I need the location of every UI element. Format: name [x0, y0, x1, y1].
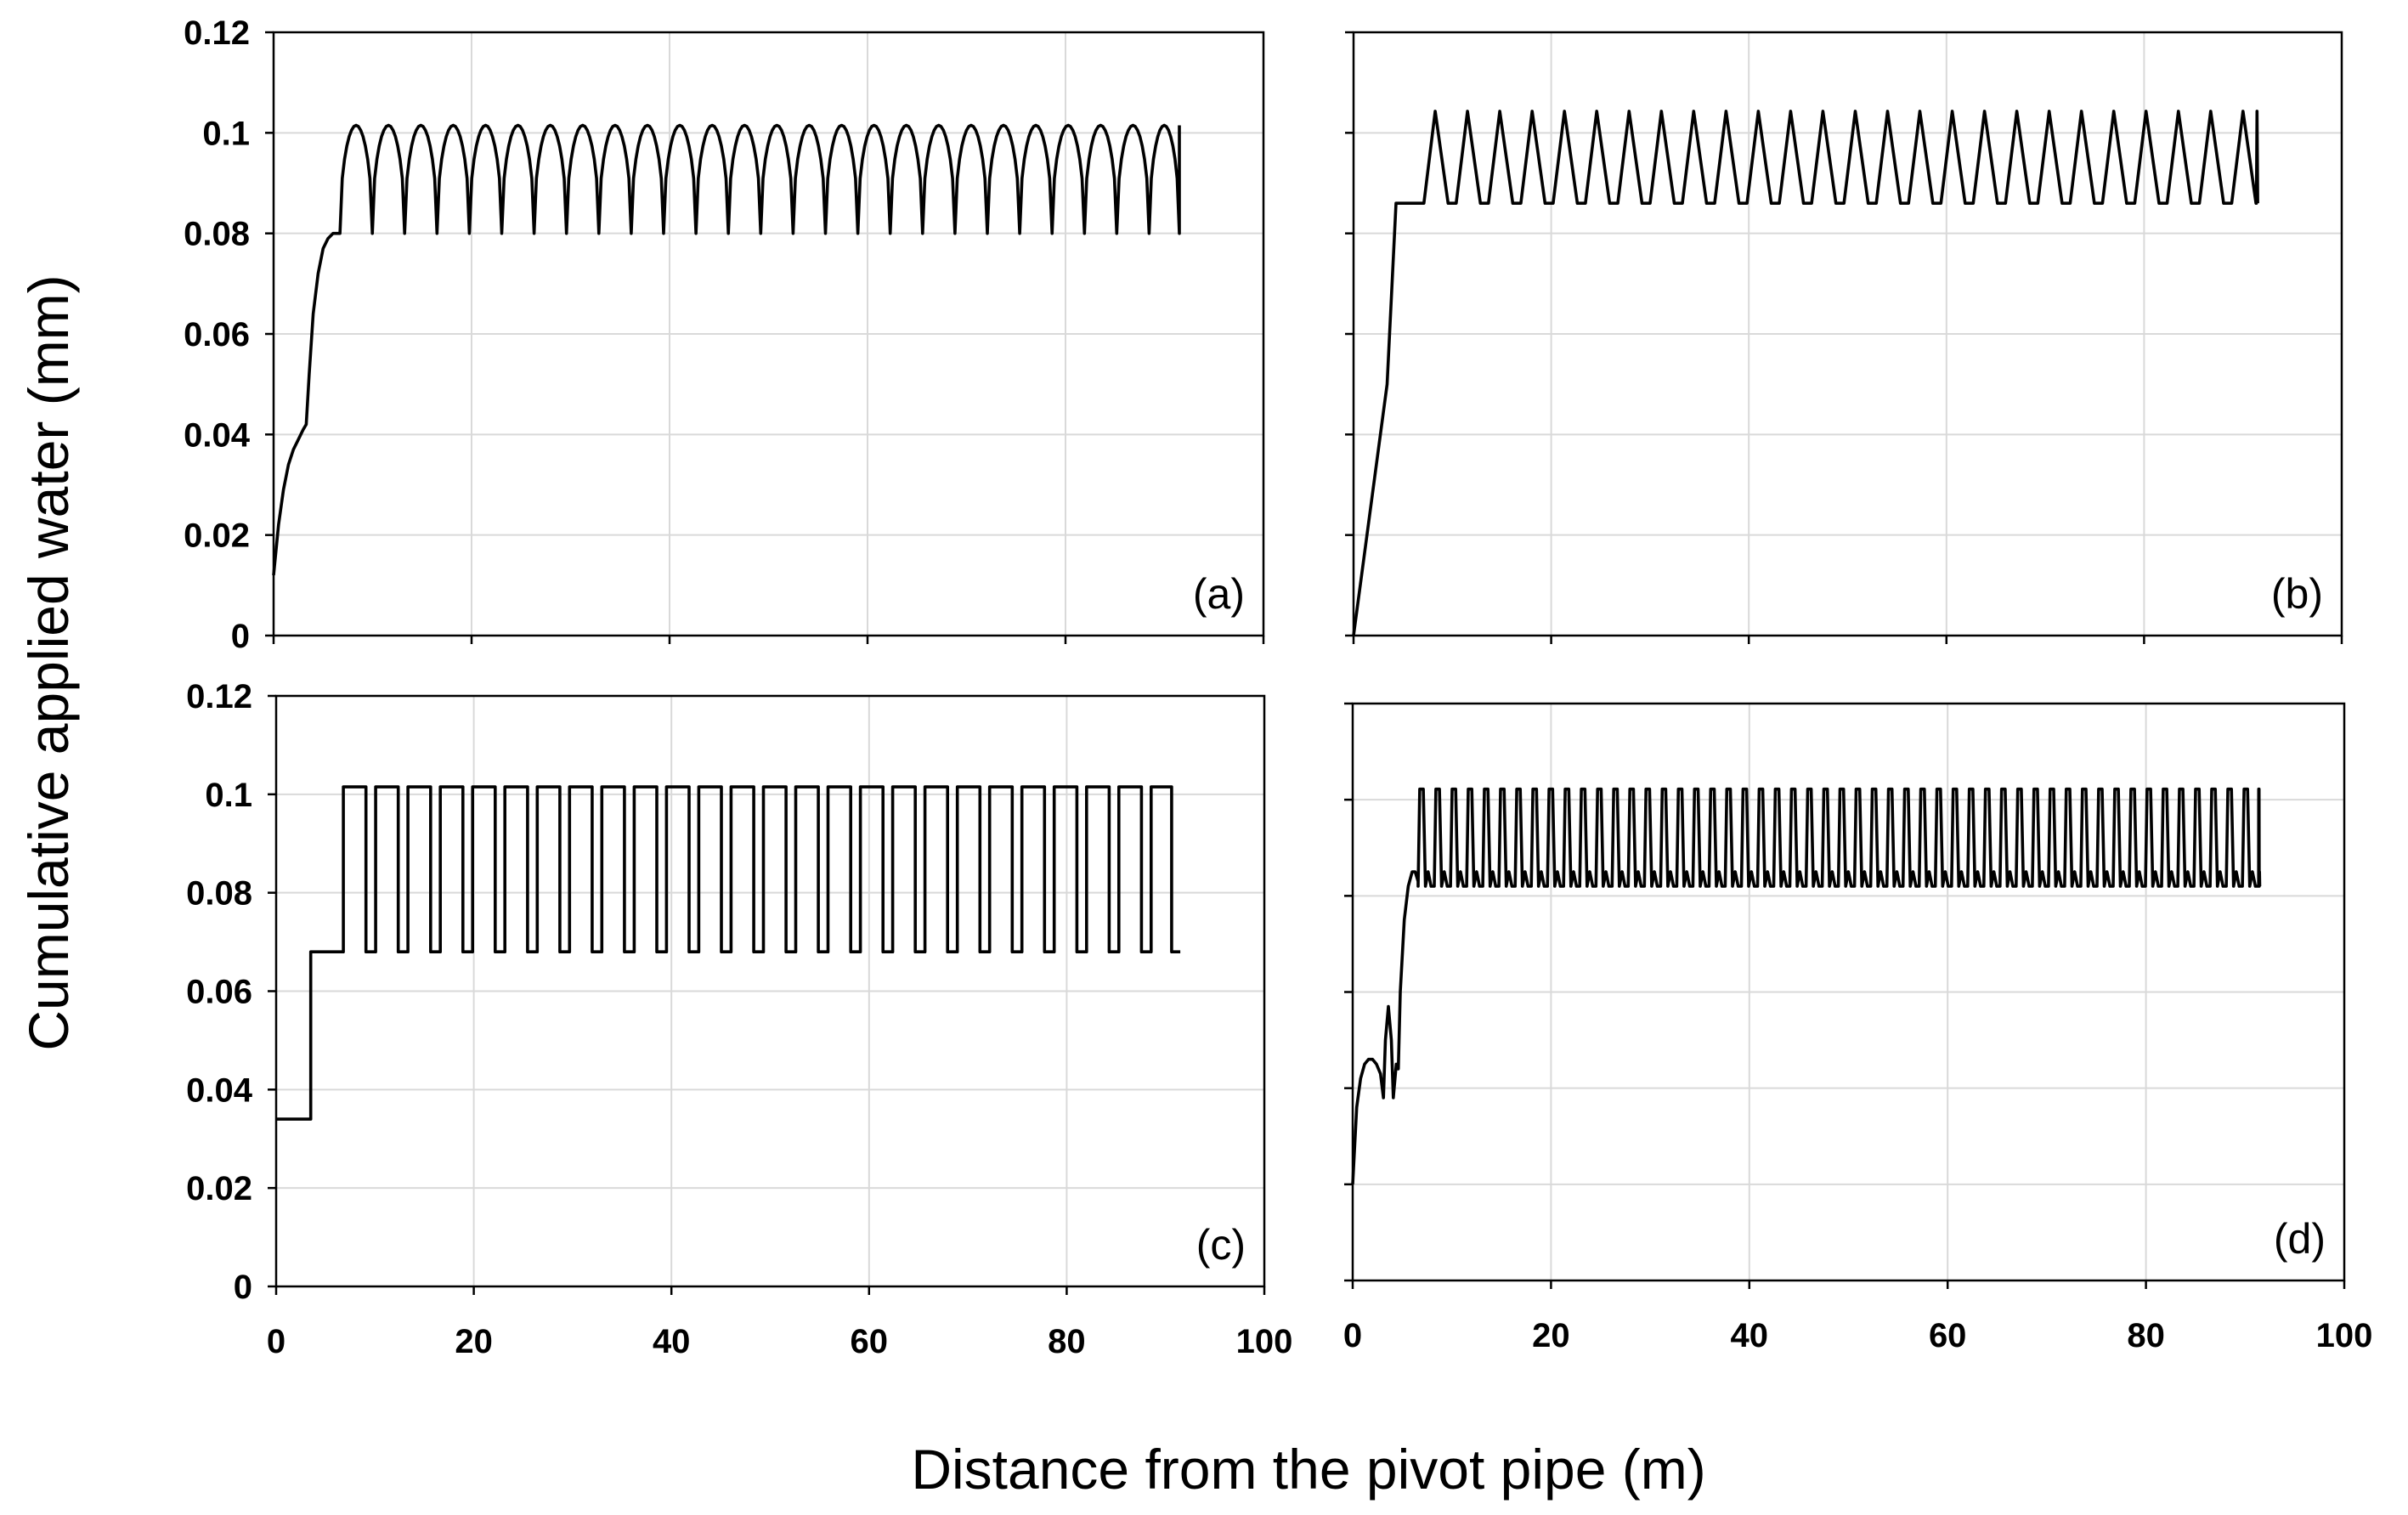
y-tick-label: 0.06: [186, 974, 252, 1011]
x-tick-label: 80: [2127, 1317, 2165, 1354]
panel-label: (a): [1193, 570, 1245, 618]
x-tick-label: 0: [1343, 1317, 1362, 1354]
series-line: [276, 785, 1181, 1121]
y-tick-label: 0.02: [184, 517, 250, 555]
y-axis-title: Cumulative applied water (mm): [17, 274, 80, 1050]
x-tick-label: 20: [1532, 1317, 1570, 1354]
x-tick-label: 80: [1048, 1323, 1086, 1360]
x-tick-label: 20: [455, 1323, 493, 1360]
y-tick-label: 0.12: [186, 678, 252, 715]
y-tick-label: 0: [234, 1269, 252, 1306]
panel-1: 0 0.02 0.04 0.06 0.08 0.1 0.12 (a): [184, 14, 1265, 655]
panel-label: (c): [1196, 1221, 1246, 1269]
series-line: [272, 123, 1181, 576]
series-line: [1352, 110, 2259, 636]
x-tick-label: 60: [1929, 1317, 1967, 1354]
x-tick-label: 60: [851, 1323, 889, 1360]
x-tick-label: 40: [1731, 1317, 1769, 1354]
series-line: [1351, 787, 2262, 1184]
y-tick-label: 0.08: [186, 875, 252, 913]
panel-label: (d): [2274, 1215, 2326, 1263]
x-tick-label: 100: [1236, 1323, 1293, 1360]
y-tick-label: 0.06: [184, 316, 250, 353]
panel-2: (b): [1345, 31, 2343, 644]
panel-4: 0 20 40 60 80 100 (d): [1343, 702, 2373, 1354]
y-tick-label: 0.1: [205, 777, 252, 814]
y-tick-label: 0.02: [186, 1170, 252, 1207]
y-tick-label: 0.08: [184, 216, 250, 253]
x-axis-title: Distance from the pivot pipe (m): [911, 1438, 1705, 1501]
panel-3: 0 0.02 0.04 0.06 0.08 0.1 0.12 0 20 40 60 80 100 (c): [186, 678, 1292, 1360]
x-tick-label: 100: [2316, 1317, 2373, 1354]
y-tick-label: 0.04: [186, 1071, 253, 1109]
y-tick-label: 0.1: [202, 115, 250, 152]
panel-label: (b): [2271, 570, 2323, 618]
y-tick-label: 0.04: [184, 416, 251, 454]
y-tick-label: 0.12: [184, 14, 250, 52]
y-tick-label: 0: [231, 618, 250, 655]
x-tick-label: 0: [267, 1323, 285, 1360]
x-tick-label: 40: [653, 1323, 691, 1360]
